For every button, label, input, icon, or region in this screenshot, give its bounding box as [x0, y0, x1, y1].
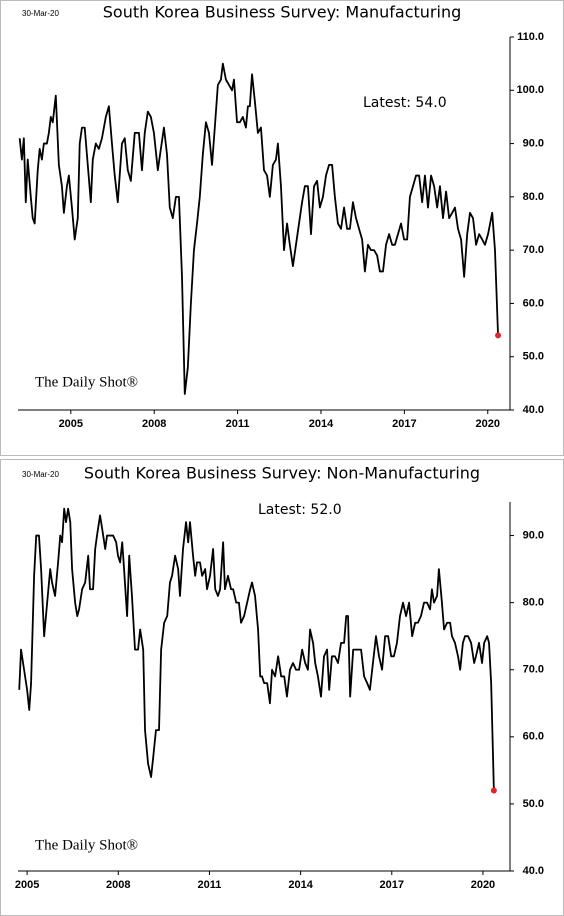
data-line [18, 507, 495, 791]
y-tick-label: 70.0 [523, 244, 544, 256]
data-line [18, 62, 499, 395]
y-tick-label: 40.0 [523, 404, 544, 416]
annotation: Latest: 54.0 [363, 95, 447, 111]
x-tick-label: 2005 [59, 418, 83, 430]
y-tick-label: 40.0 [523, 865, 544, 877]
y-tick-label: 60.0 [523, 731, 544, 743]
x-tick-label: 2011 [198, 879, 222, 891]
y-tick-label: 80.0 [523, 597, 544, 609]
y-tick-label: 50.0 [523, 798, 544, 810]
x-tick-label: 2020 [476, 418, 500, 430]
chart-title: South Korea Business Survey: Non-Manufac… [84, 464, 480, 483]
x-tick-label: 2017 [380, 879, 404, 891]
y-tick-label: 90.0 [523, 137, 544, 149]
x-tick-label: 2008 [142, 418, 166, 430]
y-tick-label: 70.0 [523, 664, 544, 676]
chart-title: South Korea Business Survey: Manufacturi… [103, 3, 462, 22]
x-tick-label: 2011 [226, 418, 250, 430]
x-tick-label: 2008 [106, 879, 130, 891]
x-tick-label: 2005 [15, 879, 39, 891]
x-tick-label: 2020 [471, 879, 495, 891]
watermark: The Daily Shot® [35, 374, 138, 390]
latest-point [495, 332, 502, 339]
y-tick-label: 80.0 [523, 191, 544, 203]
x-tick-label: 2014 [309, 418, 334, 430]
date-label: 30-Mar-20 [22, 470, 59, 479]
x-tick-label: 2017 [392, 418, 416, 430]
y-tick-label: 110.0 [517, 31, 544, 43]
date-label: 30-Mar-20 [22, 9, 59, 18]
y-tick-label: 100.0 [516, 84, 544, 96]
y-tick-label: 50.0 [523, 351, 544, 363]
latest-point [490, 787, 497, 794]
y-tick-label: 60.0 [523, 297, 544, 309]
watermark: The Daily Shot® [35, 837, 138, 853]
annotation: Latest: 52.0 [258, 502, 342, 518]
y-tick-label: 90.0 [523, 529, 544, 541]
x-tick-label: 2014 [288, 879, 313, 891]
